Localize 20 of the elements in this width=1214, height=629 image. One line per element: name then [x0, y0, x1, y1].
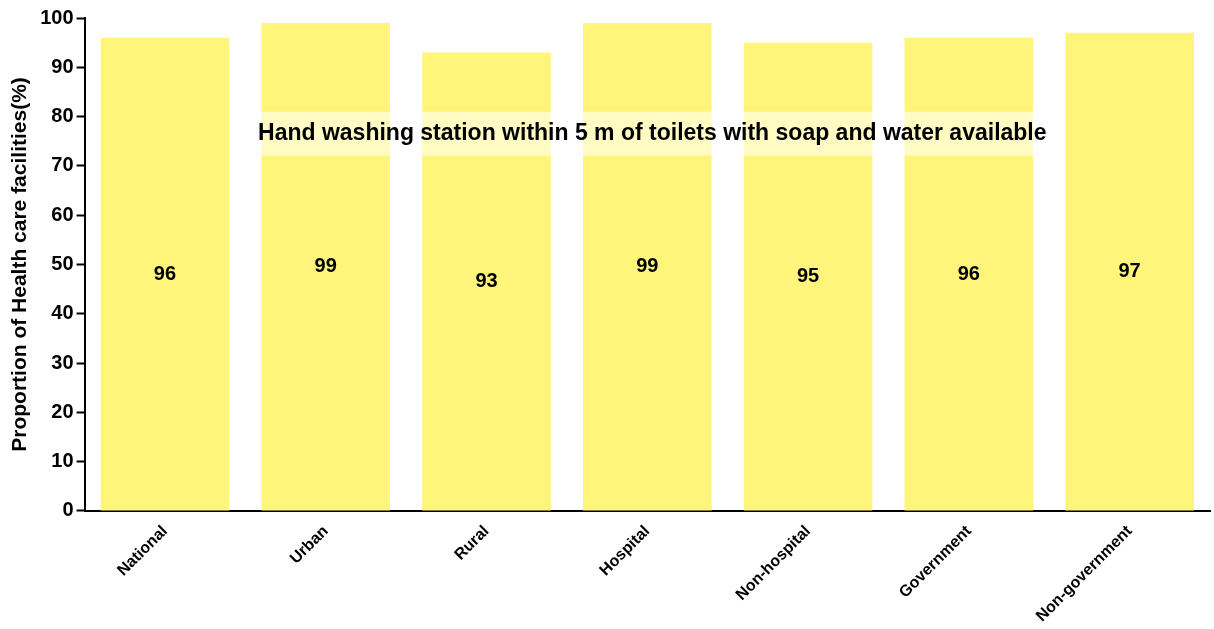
data-label: 95	[796, 264, 820, 287]
y-tick-label: 0	[62, 498, 74, 521]
data-label: 99	[314, 254, 337, 277]
y-tick-label: 50	[51, 251, 74, 274]
y-tick-label: 20	[51, 399, 74, 422]
y-tick-label: 100	[40, 5, 74, 28]
y-tick-label: 30	[51, 350, 74, 373]
y-axis-title: Proportion of Health care facilities(%)	[7, 77, 31, 452]
y-tick-label: 80	[51, 104, 74, 127]
y-tick-label: 70	[51, 153, 74, 176]
y-tick-label: 40	[51, 301, 74, 324]
data-label: 93	[475, 269, 498, 292]
data-label: 97	[1118, 259, 1141, 282]
data-label: 99	[636, 254, 659, 277]
y-tick-label: 90	[51, 54, 74, 77]
y-tick-label: 60	[51, 202, 74, 225]
data-label: 96	[153, 261, 177, 284]
text: Hand washing station within 5 m of toilets with soap and water available	[258, 119, 1047, 146]
y-tick-label: 10	[51, 449, 74, 472]
data-label: 96	[957, 261, 980, 284]
